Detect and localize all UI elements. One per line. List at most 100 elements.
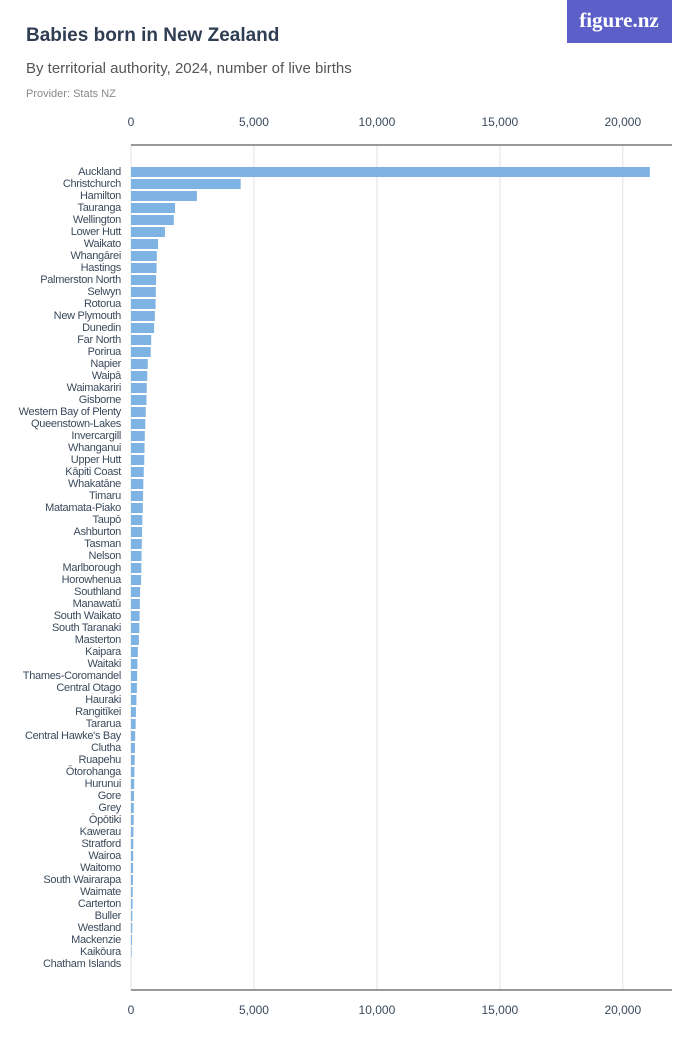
bar (131, 503, 143, 513)
chart-title: Babies born in New Zealand (26, 25, 279, 46)
bar (131, 407, 146, 417)
bar (131, 347, 151, 357)
y-tick-label: Nelson (89, 550, 122, 562)
y-tick-label: Marlborough (63, 562, 122, 574)
bar (131, 875, 133, 885)
bar (131, 947, 132, 957)
y-tick-label: Kawerau (80, 826, 121, 838)
y-tick-label: Waimakariri (67, 382, 121, 394)
y-tick-label: Rangitīkei (75, 706, 121, 718)
y-tick-label: Thames-Coromandel (23, 670, 121, 682)
y-tick-label: Grey (98, 802, 121, 814)
y-tick-label: South Taranaki (52, 622, 121, 634)
y-tick-label: Invercargill (71, 430, 121, 442)
y-tick-label: Wellington (73, 214, 121, 226)
y-tick-label: Selwyn (87, 286, 121, 298)
bar (131, 827, 133, 837)
bar (131, 635, 139, 645)
y-tick-label: Dunedin (82, 322, 121, 334)
bar (131, 731, 135, 741)
bar (131, 563, 141, 573)
bar (131, 671, 137, 681)
y-tick-label: Central Otago (56, 682, 121, 694)
x-tick-label: 0 (128, 115, 135, 129)
y-tick-label: Napier (90, 358, 121, 370)
y-tick-label: Timaru (89, 490, 121, 502)
bar (131, 659, 137, 669)
bar (131, 851, 133, 861)
bar (131, 359, 148, 369)
y-tick-label: Gisborne (79, 394, 121, 406)
bar (131, 899, 133, 909)
y-tick-label: Waipā (92, 370, 122, 382)
y-tick-label: Western Bay of Plenty (19, 406, 122, 418)
bar (131, 239, 158, 249)
bar (131, 479, 143, 489)
y-tick-label: Wairoa (88, 850, 122, 862)
bar (131, 515, 142, 525)
bar (131, 179, 241, 189)
bar (131, 191, 197, 201)
y-tick-label: Christchurch (63, 178, 121, 190)
bar (131, 755, 135, 765)
bar (131, 815, 134, 825)
y-tick-label: Masterton (75, 634, 121, 646)
bar (131, 707, 136, 717)
y-tick-label: South Wairarapa (43, 874, 122, 886)
y-tick-label: Whakatāne (68, 478, 121, 490)
y-tick-label: Matamata-Piako (45, 502, 121, 514)
y-tick-label: Carterton (78, 898, 121, 910)
y-tick-label: Tauranga (78, 202, 123, 214)
bar (131, 743, 135, 753)
provider: Provider: Stats NZ (26, 88, 116, 100)
y-tick-label: Hastings (81, 262, 122, 274)
bar (131, 791, 134, 801)
bar (131, 779, 134, 789)
y-tick-label: Upper Hutt (71, 454, 121, 466)
x-tick-label: 15,000 (482, 1003, 519, 1017)
y-tick-label: Porirua (88, 346, 123, 358)
bar (131, 551, 142, 561)
bar (131, 923, 132, 933)
x-tick-label: 0 (128, 1003, 135, 1017)
bar (131, 443, 145, 453)
bar (131, 695, 136, 705)
y-tick-label: Waimate (80, 886, 121, 898)
y-tick-label: Buller (95, 910, 122, 922)
x-tick-label: 20,000 (604, 1003, 641, 1017)
y-tick-label: Waitomo (80, 862, 121, 874)
bar (131, 803, 134, 813)
bar (131, 311, 155, 321)
y-tick-label: Hamilton (80, 190, 121, 202)
y-tick-label: Tasman (84, 538, 121, 550)
bar (131, 911, 132, 921)
bar (131, 275, 156, 285)
y-tick-label: Horowhenua (62, 574, 123, 586)
y-tick-label: Tararua (86, 718, 122, 730)
bar (131, 623, 139, 633)
y-tick-label: Waitaki (87, 658, 121, 670)
x-tick-label: 5,000 (239, 115, 269, 129)
bar (131, 839, 133, 849)
bar (131, 491, 143, 501)
y-tick-label: Kaikōura (80, 946, 122, 958)
y-tick-label: Hauraki (85, 694, 121, 706)
logo[interactable]: figure.nz (579, 8, 659, 32)
y-tick-label: Taupō (93, 514, 122, 526)
bar (131, 611, 140, 621)
x-tick-label: 15,000 (482, 115, 519, 129)
y-tick-label: Gore (98, 790, 121, 802)
bar (131, 335, 151, 345)
y-tick-label: Whangārei (71, 250, 122, 262)
bar (131, 527, 142, 537)
bar (131, 419, 145, 429)
bar (131, 455, 144, 465)
y-tick-label: Westland (78, 922, 121, 934)
y-tick-label: South Waikato (54, 610, 121, 622)
bar (131, 887, 133, 897)
bar (131, 227, 165, 237)
x-tick-label: 5,000 (239, 1003, 269, 1017)
y-tick-label: Kāpiti Coast (65, 466, 121, 478)
x-tick-label: 20,000 (604, 115, 641, 129)
